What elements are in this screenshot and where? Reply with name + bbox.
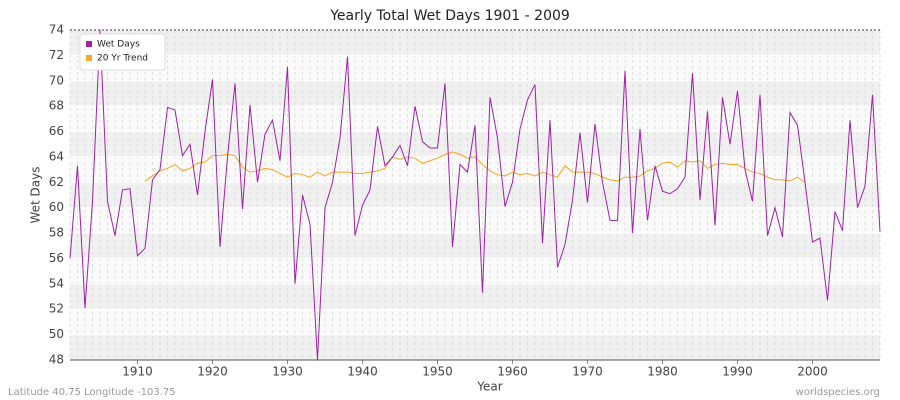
legend-swatch xyxy=(86,41,92,47)
x-tick-label: 1910 xyxy=(122,365,153,379)
chart-title: Yearly Total Wet Days 1901 - 2009 xyxy=(329,8,570,24)
x-tick-label: 1990 xyxy=(722,365,753,379)
x-tick-label: 1920 xyxy=(197,365,228,379)
y-tick-label: 52 xyxy=(49,302,64,316)
y-tick-label: 54 xyxy=(49,276,64,290)
x-tick-label: 1980 xyxy=(647,365,678,379)
y-tick-label: 56 xyxy=(49,251,64,265)
legend-label: Wet Days xyxy=(97,40,140,50)
y-tick-label: 68 xyxy=(49,99,64,113)
y-tick-label: 64 xyxy=(49,149,64,163)
y-tick-label: 50 xyxy=(49,327,64,341)
y-tick-label: 58 xyxy=(49,226,64,240)
footer-left: Latitude 40.75 Longitude -103.75 xyxy=(8,387,176,398)
x-tick-label: 1970 xyxy=(572,365,603,379)
y-axis-label: Wet Days xyxy=(29,166,43,223)
y-tick-label: 70 xyxy=(49,73,64,87)
x-tick-label: 2000 xyxy=(797,365,828,379)
y-tick-label: 60 xyxy=(49,200,64,214)
footer-right: worldspecies.org xyxy=(796,387,880,398)
legend-box xyxy=(79,33,166,71)
x-tick-label: 1950 xyxy=(422,365,453,379)
y-tick-label: 66 xyxy=(49,124,64,138)
legend-swatch xyxy=(86,55,92,61)
y-tick-label: 62 xyxy=(49,175,64,189)
x-axis-label: Year xyxy=(476,380,502,394)
y-tick-label: 72 xyxy=(49,48,64,62)
line-series xyxy=(144,151,806,183)
y-tick-label: 74 xyxy=(49,23,64,37)
x-tick-label: 1930 xyxy=(272,365,303,379)
x-tick-label: 1960 xyxy=(497,365,528,379)
y-tick-label: 48 xyxy=(49,353,64,367)
legend-label: 20 Yr Trend xyxy=(97,54,148,64)
x-tick-label: 1940 xyxy=(347,365,378,379)
line-series xyxy=(69,29,881,361)
